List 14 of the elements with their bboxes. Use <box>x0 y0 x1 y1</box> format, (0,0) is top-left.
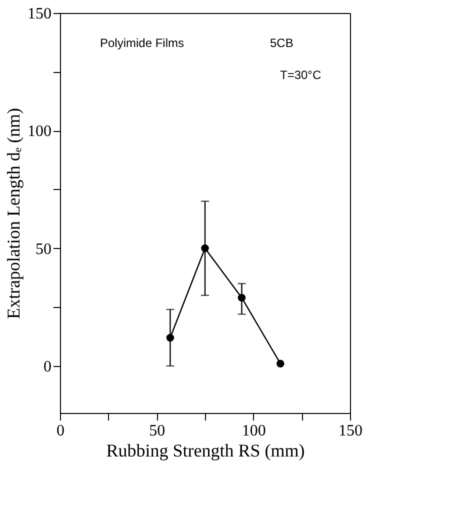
x-tick-label: 0 <box>56 422 64 440</box>
annotation: 5CB <box>270 36 294 50</box>
annotation: Polyimide Films <box>100 36 184 50</box>
y-tick-label: 150 <box>28 6 52 22</box>
x-tick-label: 150 <box>338 422 362 440</box>
y-tick-label: 100 <box>28 123 52 140</box>
annotation: T=30°C <box>280 68 322 82</box>
point <box>276 360 284 368</box>
y-tick-label: 0 <box>44 358 52 376</box>
y-axis-title: Extrapolation Length dₑ (nm) <box>4 108 24 320</box>
x-axis-title: Rubbing Strength RS (mm) <box>106 440 305 460</box>
x-tick-label: 50 <box>149 422 166 440</box>
y-tick-label: 50 <box>36 240 52 258</box>
x-tick-label: 100 <box>242 422 266 440</box>
